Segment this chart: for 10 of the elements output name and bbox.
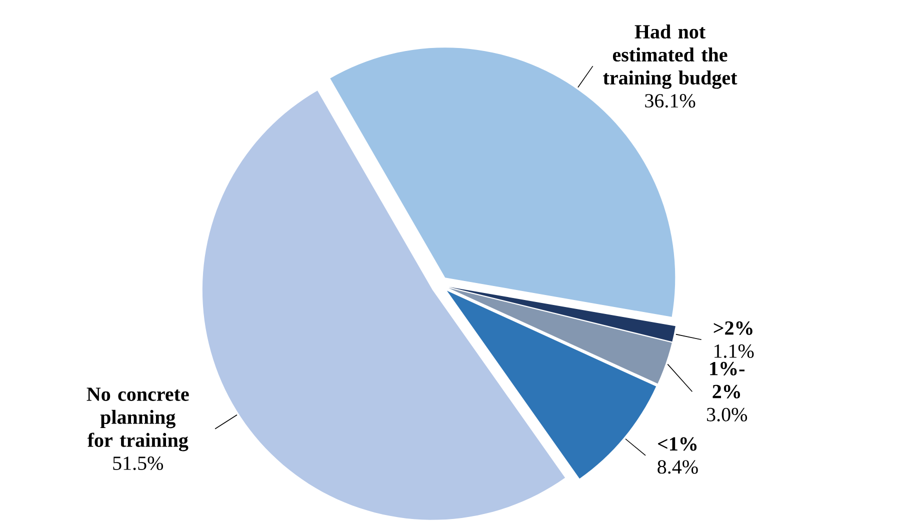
- data-label: 8.4%: [658, 460, 698, 474]
- slice-label: Had not estimated the training budget: [603, 24, 738, 89]
- data-label: 36.1%: [645, 94, 696, 108]
- slice-label: No concrete planning for training: [86, 388, 189, 452]
- data-label: 1.1%: [714, 344, 754, 358]
- data-label: 3.0%: [707, 408, 748, 422]
- slice-label: >2%: [714, 321, 752, 335]
- slice-label: <1%: [658, 437, 697, 451]
- data-label: 51.5%: [113, 456, 164, 470]
- slice-label: 1%-2%: [710, 362, 744, 398]
